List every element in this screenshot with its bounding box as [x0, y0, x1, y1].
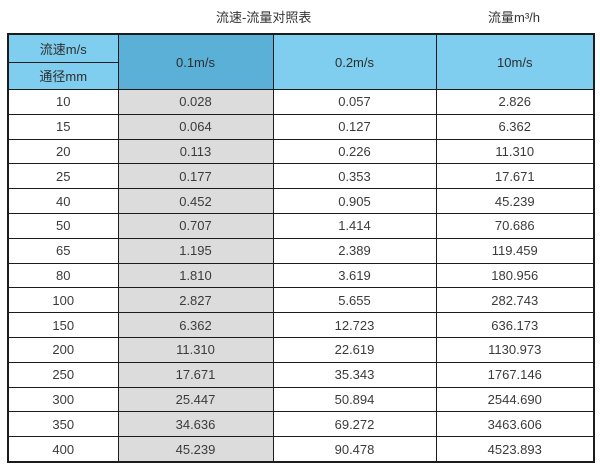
table-row: 20 0.113 0.226 11.310	[7, 138, 595, 165]
flow-value-cell: 1130.973	[435, 336, 595, 363]
diameter-cell: 400	[7, 436, 119, 463]
flow-value-cell: 1767.146	[435, 361, 595, 388]
flow-unit-label: 流量m³/h	[488, 10, 541, 25]
flow-value-cell: 6.362	[435, 113, 595, 140]
flow-value-cell: 0.064	[117, 113, 274, 140]
header-velocity-label: 流速m/s	[7, 33, 119, 63]
flow-value-cell: 3463.606	[435, 411, 595, 438]
flow-value-cell: 2.826	[435, 89, 595, 115]
flow-value-cell: 0.057	[272, 89, 437, 115]
table-row: 150 6.362 12.723 636.173	[7, 312, 595, 338]
flow-value-cell: 1.810	[117, 262, 274, 289]
flow-value-cell: 0.028	[117, 89, 274, 115]
flow-value-cell: 0.353	[272, 163, 437, 190]
table-row: 10 0.028 0.057 2.826	[7, 89, 595, 115]
header-column-10ms: 10m/s	[435, 33, 595, 90]
diameter-cell: 150	[7, 312, 119, 338]
flow-value-cell: 636.173	[435, 312, 595, 338]
flow-value-cell: 5.655	[272, 287, 437, 314]
caption-row: 流速-流量对照表 流量m³/h	[0, 0, 600, 33]
diameter-cell: 20	[7, 138, 119, 165]
flow-value-cell: 3.619	[272, 262, 437, 289]
diameter-cell: 250	[7, 361, 119, 388]
flow-value-cell: 22.619	[272, 336, 437, 363]
flow-value-cell: 0.452	[117, 188, 274, 214]
flow-value-cell: 90.478	[272, 436, 437, 463]
flow-value-cell: 69.272	[272, 411, 437, 438]
table-row: 15 0.064 0.127 6.362	[7, 113, 595, 140]
table-row: 100 2.827 5.655 282.743	[7, 287, 595, 314]
diameter-cell: 65	[7, 237, 119, 264]
header-column-0-1ms: 0.1m/s	[117, 33, 274, 90]
table-row: 25 0.177 0.353 17.671	[7, 163, 595, 190]
flow-value-cell: 45.239	[435, 188, 595, 214]
table-row: 350 34.636 69.272 3463.606	[7, 411, 595, 438]
diameter-cell: 100	[7, 287, 119, 314]
flow-value-cell: 12.723	[272, 312, 437, 338]
table-row: 80 1.810 3.619 180.956	[7, 262, 595, 289]
table-row: 250 17.671 35.343 1767.146	[7, 361, 595, 388]
header-diameter-label: 通径mm	[7, 61, 119, 90]
flow-value-cell: 0.127	[272, 113, 437, 140]
table-row: 65 1.195 2.389 119.459	[7, 237, 595, 264]
flow-value-cell: 0.113	[117, 138, 274, 165]
flow-value-cell: 0.707	[117, 212, 274, 239]
diameter-cell: 10	[7, 89, 119, 115]
header-row-diameter: 通径mm	[7, 61, 594, 90]
table-header: 流速m/s 0.1m/s 0.2m/s 10m/s 通径mm	[7, 33, 595, 90]
diameter-cell: 80	[7, 262, 119, 289]
flow-value-cell: 2.389	[272, 237, 437, 264]
flow-value-cell: 180.956	[435, 262, 595, 289]
flow-value-cell: 0.177	[117, 163, 274, 190]
table-row: 40 0.452 0.905 45.239	[7, 188, 595, 214]
flow-value-cell: 282.743	[435, 287, 595, 314]
flow-value-cell: 17.671	[117, 361, 274, 388]
header-column-0-2ms: 0.2m/s	[272, 33, 437, 90]
table-row: 300 25.447 50.894 2544.690	[7, 386, 595, 413]
flow-value-cell: 17.671	[435, 163, 595, 190]
table-row: 50 0.707 1.414 70.686	[7, 212, 595, 239]
diameter-cell: 50	[7, 212, 119, 239]
flow-value-cell: 70.686	[435, 212, 595, 239]
diameter-cell: 40	[7, 188, 119, 214]
flow-value-cell: 25.447	[117, 386, 274, 413]
flow-value-cell: 4523.893	[435, 436, 595, 463]
diameter-cell: 200	[7, 336, 119, 363]
flow-value-cell: 1.414	[272, 212, 437, 239]
diameter-cell: 300	[7, 386, 119, 413]
diameter-cell: 350	[7, 411, 119, 438]
flow-value-cell: 1.195	[117, 237, 274, 264]
flow-value-cell: 34.636	[117, 411, 274, 438]
flow-value-cell: 0.905	[272, 188, 437, 214]
flow-value-cell: 119.459	[435, 237, 595, 264]
flow-value-cell: 2544.690	[435, 386, 595, 413]
diameter-cell: 15	[7, 113, 119, 140]
flow-value-cell: 2.827	[117, 287, 274, 314]
table-body: 10 0.028 0.057 2.826 15 0.064 0.127 6.362 20 0.11…	[7, 89, 595, 463]
table-title: 流速-流量对照表	[216, 10, 312, 25]
flow-value-cell: 45.239	[117, 436, 274, 463]
flow-value-cell: 6.362	[117, 312, 274, 338]
flow-rate-table: 流速m/s 0.1m/s 0.2m/s 10m/s 通径mm 10 0.028 0.…	[7, 33, 595, 463]
flow-value-cell: 50.894	[272, 386, 437, 413]
flow-value-cell: 11.310	[435, 138, 595, 165]
diameter-cell: 25	[7, 163, 119, 190]
table-row: 400 45.239 90.478 4523.893	[7, 436, 595, 463]
table-row: 200 11.310 22.619 1130.973	[7, 336, 595, 363]
flow-value-cell: 35.343	[272, 361, 437, 388]
flow-value-cell: 11.310	[117, 336, 274, 363]
flow-value-cell: 0.226	[272, 138, 437, 165]
header-row-velocity: 流速m/s 0.1m/s 0.2m/s 10m/s	[7, 33, 595, 90]
